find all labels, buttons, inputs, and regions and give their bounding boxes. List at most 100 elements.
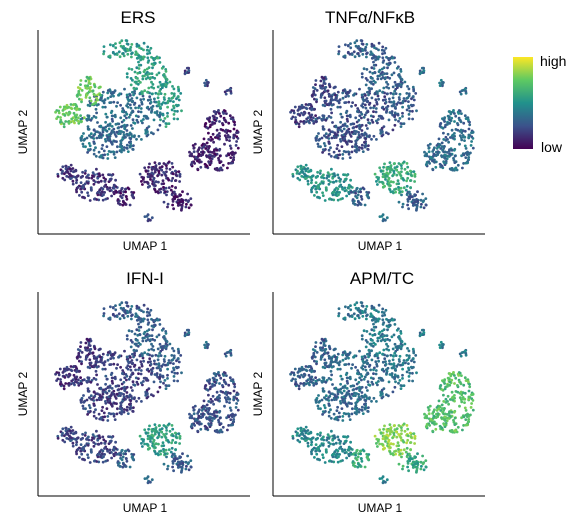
umap-point [146, 352, 149, 356]
umap-point [153, 432, 157, 436]
umap-point [466, 118, 470, 122]
panel-ifn-i: IFN-I UMAP 1 UMAP 2 [16, 269, 250, 515]
umap-point [86, 453, 89, 457]
umap-point [356, 52, 360, 55]
umap-point [305, 379, 309, 383]
umap-point [158, 323, 162, 326]
umap-point [126, 311, 130, 314]
umap-point [105, 145, 109, 149]
umap-point [344, 95, 348, 98]
umap-point [80, 360, 83, 363]
umap-point [341, 153, 345, 156]
umap-point [109, 95, 113, 98]
umap-point [62, 125, 66, 129]
umap-point [407, 375, 411, 378]
umap-point [104, 374, 108, 378]
umap-point [161, 83, 165, 86]
umap-point [361, 42, 365, 46]
umap-point [427, 146, 431, 150]
umap-point [208, 150, 212, 154]
umap-point [341, 157, 345, 160]
umap-point [169, 361, 172, 365]
umap-point [332, 198, 336, 202]
umap-point [176, 198, 180, 202]
umap-point [168, 80, 172, 84]
umap-point [97, 453, 101, 456]
umap-point [125, 146, 129, 150]
umap-point [150, 72, 154, 75]
umap-point [190, 423, 194, 426]
umap-point [166, 439, 170, 442]
umap-point [164, 186, 168, 190]
umap-point [225, 374, 228, 377]
umap-point [104, 178, 107, 181]
umap-point [355, 125, 358, 129]
umap-point [382, 86, 386, 90]
umap-point [316, 404, 320, 408]
umap-point [337, 411, 341, 415]
umap-point [129, 368, 133, 372]
umap-point [191, 406, 195, 409]
umap-point [359, 135, 362, 139]
umap-point [108, 316, 112, 320]
umap-point [372, 63, 376, 67]
umap-point [346, 119, 349, 123]
umap-point [471, 137, 475, 140]
umap-point [158, 162, 162, 165]
umap-point [127, 67, 131, 71]
umap-point [124, 135, 127, 139]
umap-point [316, 142, 320, 146]
umap-point [357, 380, 361, 384]
umap-point [305, 117, 309, 121]
umap-point [309, 168, 313, 172]
umap-point [375, 138, 378, 141]
umap-point [106, 89, 110, 92]
umap-point [90, 450, 93, 454]
umap-point [463, 144, 467, 148]
umap-point [78, 359, 81, 363]
umap-point [79, 187, 83, 191]
umap-point [71, 179, 75, 183]
umap-point [130, 359, 134, 362]
umap-point [228, 391, 232, 395]
umap-point [396, 375, 400, 379]
umap-point [126, 102, 130, 105]
umap-point [106, 353, 110, 357]
umap-point [141, 336, 145, 340]
umap-point [97, 180, 101, 184]
umap-point [165, 429, 169, 432]
umap-point [298, 369, 302, 373]
umap-point [354, 401, 358, 405]
umap-point [327, 179, 331, 182]
umap-point [298, 376, 302, 379]
umap-point [211, 114, 215, 118]
umap-point [442, 131, 445, 135]
umap-point [101, 198, 105, 202]
umap-point [405, 162, 409, 165]
umap-point [87, 404, 91, 407]
umap-point [103, 453, 106, 456]
umap-point [205, 141, 209, 145]
umap-point [103, 153, 107, 157]
umap-point [129, 94, 132, 97]
umap-point [322, 341, 326, 345]
umap-point [405, 358, 409, 362]
umap-point [79, 449, 83, 453]
umap-point [89, 363, 92, 367]
umap-point [215, 410, 219, 414]
umap-point [148, 357, 152, 361]
umap-point [163, 337, 167, 341]
umap-point [354, 132, 357, 136]
umap-point [98, 394, 102, 398]
umap-point [65, 368, 69, 372]
umap-point [383, 313, 387, 317]
umap-point [421, 200, 425, 204]
umap-point [106, 157, 110, 160]
umap-point [337, 176, 341, 180]
umap-point [101, 130, 105, 134]
umap-point [307, 365, 311, 368]
umap-point [119, 191, 122, 195]
umap-point [162, 96, 166, 99]
umap-point [370, 328, 374, 332]
umap-point [95, 111, 98, 115]
